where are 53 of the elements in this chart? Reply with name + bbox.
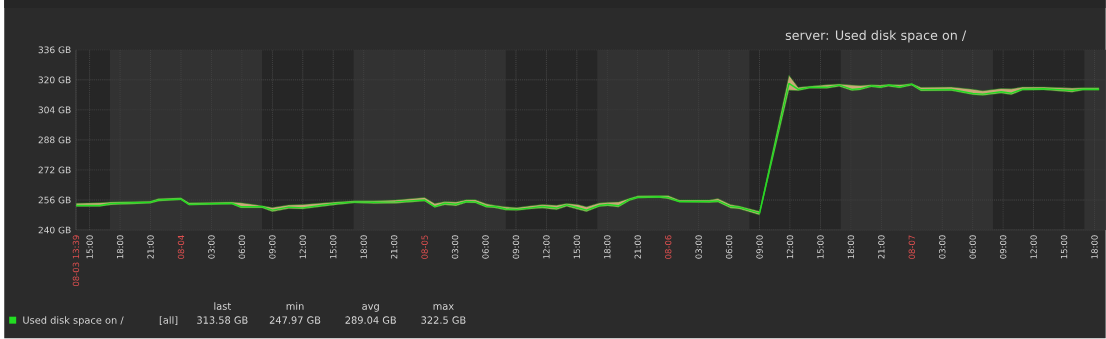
y-tick-label: 304 GB — [38, 106, 71, 114]
x-tick-label: 03:00 — [939, 235, 946, 259]
text: [all] — [159, 316, 178, 326]
y-tick-label: 272 GB — [38, 166, 71, 174]
x-tick-label: 06:00 — [482, 235, 489, 259]
x-tick-label: 08-06 — [664, 235, 672, 260]
x-tick-label: 21:00 — [878, 235, 885, 259]
x-tick-label: 15:00 — [330, 235, 337, 259]
x-tick-label: 12:00 — [543, 235, 550, 259]
x-tick-label: 18:00 — [604, 235, 611, 259]
x-tick-label: 18:00 — [360, 235, 367, 259]
x-tick-label: 18:00 — [116, 235, 124, 259]
x-tick-label: 06:00 — [969, 235, 976, 259]
text: min — [286, 302, 304, 310]
legend-label: Used disk space on / — [23, 316, 124, 326]
x-tick-label: 18:00 — [847, 235, 855, 259]
y-tick-label: 256 GB — [38, 196, 71, 204]
text: avg — [362, 304, 379, 312]
x-tick-label: 15:00 — [1060, 235, 1068, 259]
text: 322.5 GB — [421, 316, 466, 324]
x-tick-label: 03:00 — [695, 235, 702, 259]
x-tick-label: 15:00 — [86, 235, 93, 259]
x-tick-label: 09:00 — [999, 235, 1007, 259]
x-tick-label: 12:00 — [299, 235, 307, 259]
x-tick-label: 18:00 — [1091, 235, 1098, 259]
y-tick-label: 240 GB — [38, 226, 71, 234]
x-tick-label: 08-05 — [421, 235, 428, 260]
x-tick-label: 03:00 — [208, 235, 215, 259]
x-tick-label: 09:00 — [269, 235, 276, 259]
y-tick-label: 336 GB — [38, 46, 71, 54]
x-tick-label: 03:00 — [451, 235, 459, 259]
chart-title: server: Used disk space on / — [785, 30, 967, 43]
x-tick-label: 08-03 13:39 — [72, 235, 80, 287]
x-tick-label: 08-07 — [908, 235, 916, 260]
x-tick-label: 12:00 — [1030, 235, 1037, 259]
x-tick-label: 06:00 — [238, 235, 246, 259]
text: 313.58 GB — [197, 316, 248, 324]
x-tick-label: 09:00 — [512, 235, 520, 259]
text: 289.04 GB — [345, 316, 396, 324]
x-tick-label: 09:00 — [756, 235, 763, 259]
y-tick-label: 320 GB — [38, 76, 71, 84]
x-tick-label: 21:00 — [634, 235, 641, 259]
x-tick-label: 08-04 — [177, 235, 185, 260]
text: last — [214, 302, 231, 311]
x-tick-label: 06:00 — [725, 235, 733, 259]
y-tick-label: 288 GB — [38, 136, 71, 144]
x-tick-label: 21:00 — [147, 235, 154, 259]
text: 247.97 GB — [269, 316, 321, 324]
x-tick-label: 15:00 — [573, 235, 581, 259]
text: max — [433, 304, 454, 311]
x-tick-label: 21:00 — [390, 235, 398, 259]
x-tick-label: 12:00 — [786, 235, 794, 259]
x-tick-label: 15:00 — [817, 235, 824, 259]
